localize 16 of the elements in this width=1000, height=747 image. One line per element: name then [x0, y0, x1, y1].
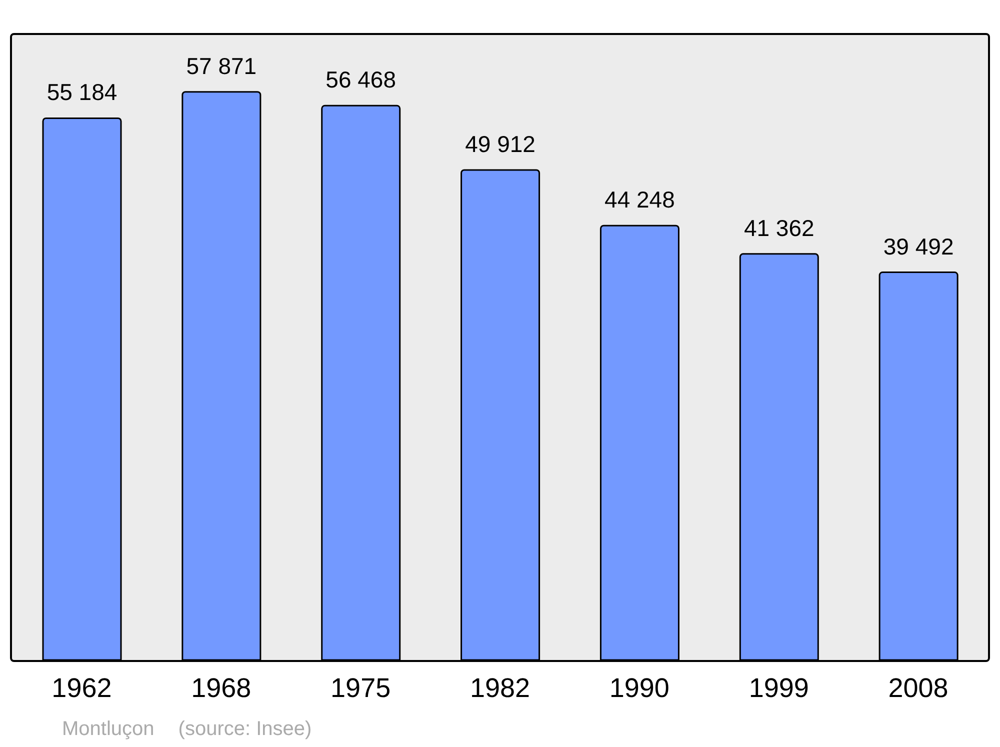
- text: Montluçon: [62, 718, 154, 740]
- x-tick-label: 1962: [52, 673, 112, 704]
- data-label: 39 492: [883, 233, 954, 260]
- data-label: 56 468: [326, 66, 396, 93]
- text: (source: Insee): [178, 718, 312, 740]
- data-label: 41 362: [744, 214, 814, 241]
- data-label: 57 871: [186, 52, 257, 79]
- x-tick-label: 2008: [888, 673, 948, 704]
- data-label: 55 184: [46, 79, 118, 106]
- x-tick-label: 1990: [609, 673, 670, 704]
- x-tick-label: 1999: [748, 673, 809, 704]
- x-tick-label: 1975: [330, 673, 391, 704]
- data-label: 44 248: [604, 186, 675, 213]
- x-tick-label: 1982: [470, 673, 530, 704]
- data-label: 49 912: [465, 130, 536, 157]
- x-tick-label: 1968: [191, 673, 252, 704]
